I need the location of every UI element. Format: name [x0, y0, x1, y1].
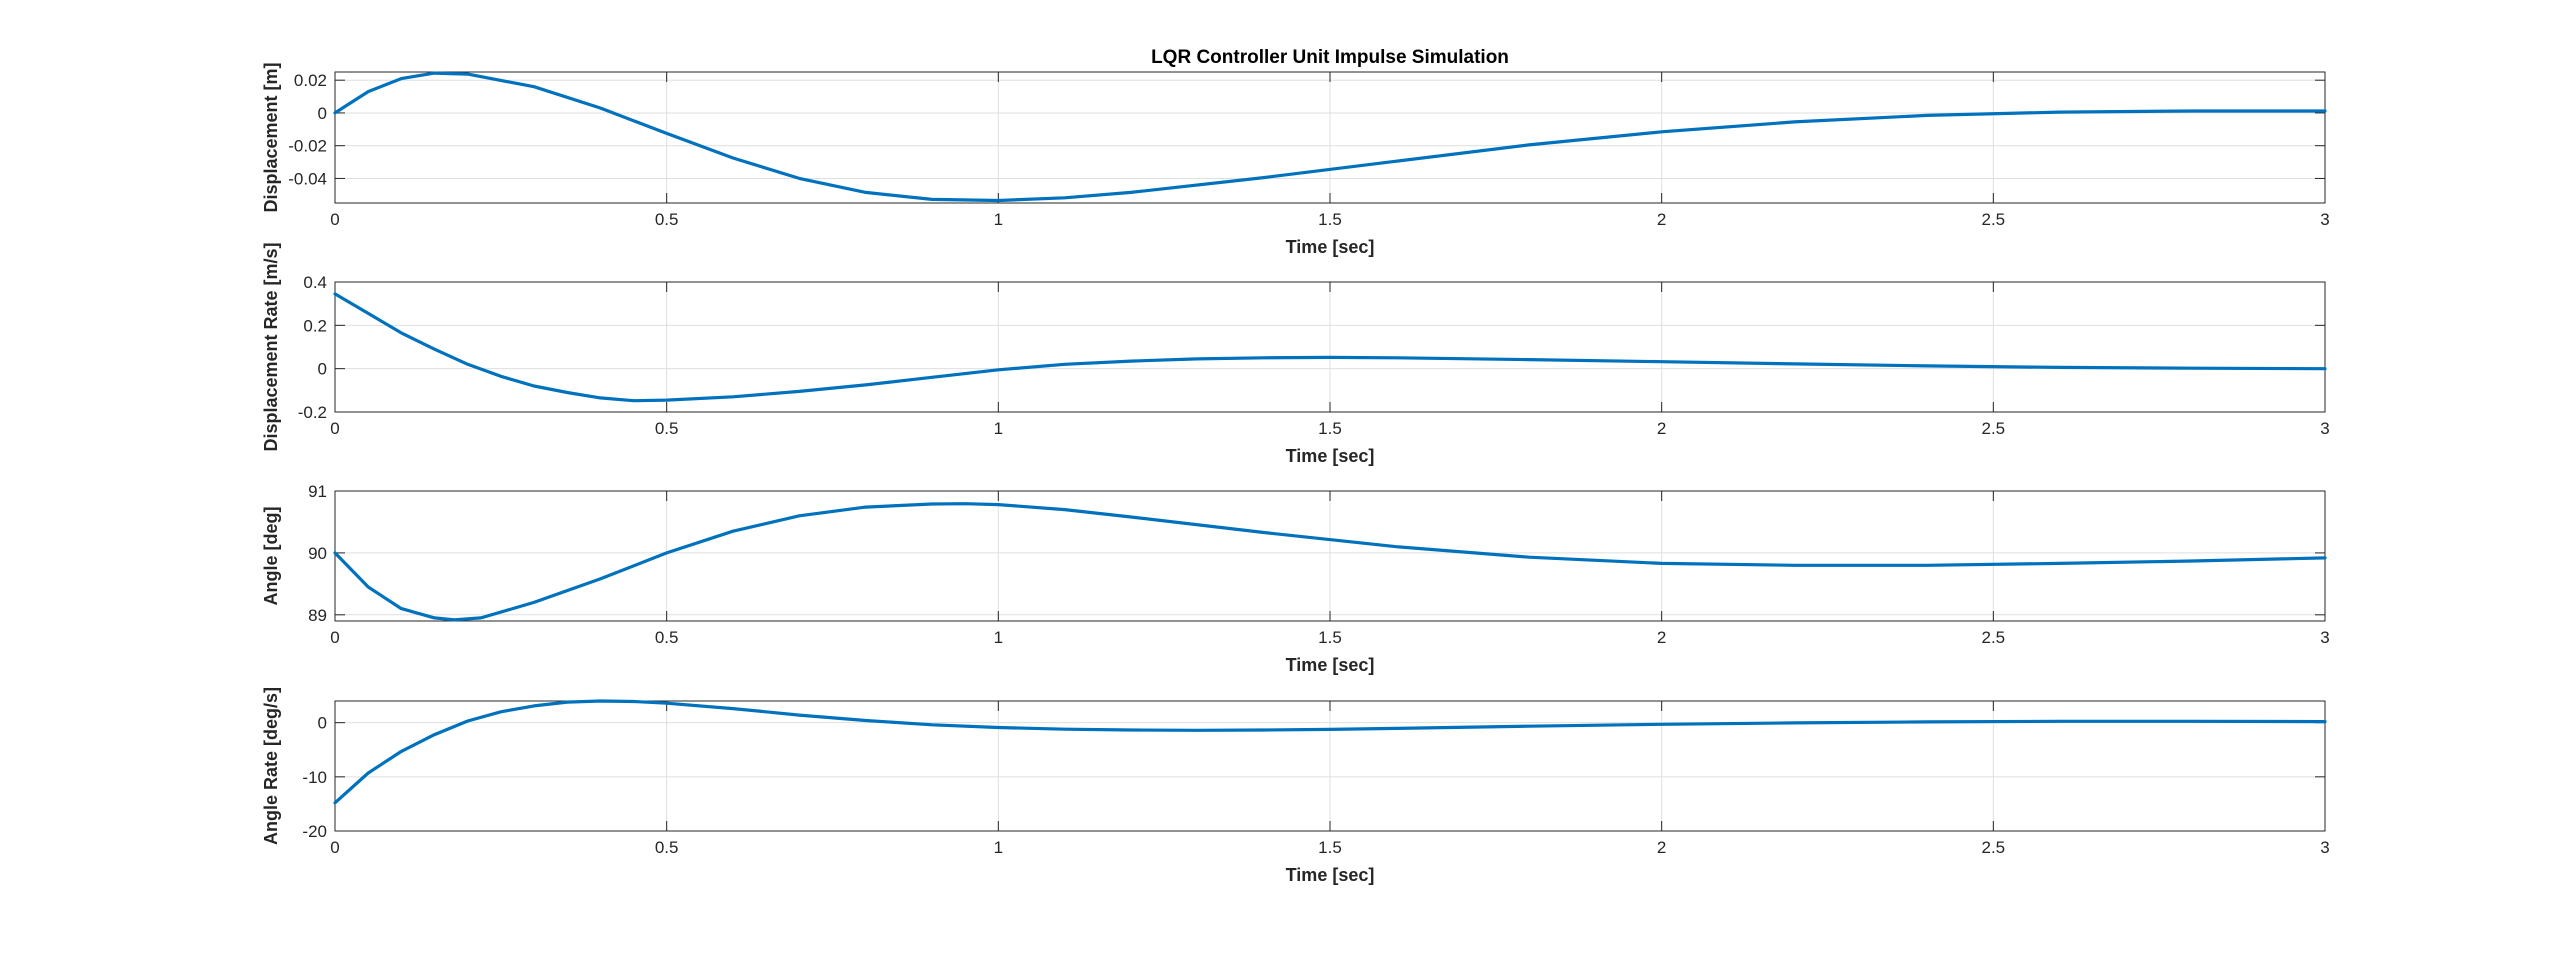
tick-marks	[334, 281, 2326, 413]
x-axis-label: Time [sec]	[1286, 655, 1375, 675]
x-tick-label: 2	[1657, 419, 1666, 438]
x-tick-label: 3	[2320, 419, 2329, 438]
grid-lines	[334, 490, 2326, 621]
x-tick-label: 1	[994, 419, 1003, 438]
y-tick-label: -10	[302, 768, 327, 787]
y-tick-label: 90	[308, 544, 327, 563]
x-tick-labels: 0 0.5 1 1.5 2 2.5 3	[330, 210, 2329, 229]
x-tick-labels: 0 0.5 1 1.5 2 2.5 3	[330, 838, 2329, 857]
subplot-displacement-rate: 0 0.5 1 1.5 2 2.5 3 0.40.20-0.2 Time [sec] Dis…	[261, 242, 2330, 466]
x-tick-labels: 0 0.5 1 1.5 2 2.5 3	[330, 419, 2329, 438]
x-axis-label: Time [sec]	[1286, 237, 1375, 257]
x-tick-label: 2.5	[1982, 838, 2006, 857]
x-tick-label: 3	[2320, 838, 2329, 857]
subplot-angle: 0 0.5 1 1.5 2 2.5 3 91 90 89 Time [sec] Angle [d…	[261, 482, 2330, 675]
y-tick-label: 0	[318, 714, 327, 733]
grid-lines	[334, 72, 2326, 203]
x-tick-label: 2.5	[1982, 628, 2006, 647]
y-tick-label: 89	[308, 606, 327, 625]
y-tick-labels: 0.02 0 -0.02 -0.04	[288, 71, 327, 188]
y-tick-labels: 0 -10 -20	[302, 714, 327, 841]
y-axis-label: Angle [deg]	[261, 507, 281, 606]
y-axis-label: Displacement Rate [m/s]	[261, 242, 281, 451]
x-tick-label: 0.5	[655, 210, 679, 229]
x-tick-label: 0.5	[655, 838, 679, 857]
y-axis-label: Angle Rate [deg/s]	[261, 687, 281, 845]
y-tick-label: -0.02	[288, 137, 327, 156]
y-tick-labels: 0.4 0.2 0 -0.2	[298, 273, 327, 422]
x-tick-label: 1	[994, 838, 1003, 857]
x-tick-label: 0	[330, 838, 339, 857]
x-tick-label: 2.5	[1982, 210, 2006, 229]
x-tick-label: 1	[994, 628, 1003, 647]
series-line-angle-rate	[333, 699, 2327, 805]
x-tick-label: 1	[994, 210, 1003, 229]
x-tick-label: 1.5	[1318, 210, 1342, 229]
x-tick-label: 2.5	[1982, 419, 2006, 438]
chart-title: LQR Controller Unit Impulse Simulation	[1151, 47, 1509, 68]
x-tick-label: 2	[1657, 628, 1666, 647]
x-tick-label: 2	[1657, 838, 1666, 857]
series-line-displacement-rate	[333, 292, 2327, 403]
x-tick-label: 0	[330, 419, 339, 438]
subplot-displacement: 0 0.5 1 1.5 2 2.5 3 0.02 0 -0.02 -0.04 Time [sec]…	[261, 62, 2330, 257]
x-axis-label: Time [sec]	[1286, 865, 1375, 885]
y-tick-label: 0	[318, 360, 327, 379]
x-axis-label: Time [sec]	[1286, 446, 1375, 466]
x-tick-label: 0	[330, 210, 339, 229]
y-tick-label: 0.2	[303, 316, 327, 335]
y-tick-label: -20	[302, 822, 327, 841]
tick-marks	[334, 72, 2326, 203]
series-line-displacement	[333, 71, 2327, 203]
y-tick-label: 0	[318, 104, 327, 123]
x-tick-label: 3	[2320, 210, 2329, 229]
y-tick-label: 0.02	[294, 71, 327, 90]
x-tick-label: 3	[2320, 628, 2329, 647]
series-line-angle	[333, 502, 2327, 622]
x-tick-label: 0.5	[655, 628, 679, 647]
x-tick-label: 1.5	[1318, 838, 1342, 857]
grid-lines	[334, 281, 2326, 413]
y-tick-label: -0.2	[298, 403, 327, 422]
y-tick-labels: 91 90 89	[308, 482, 327, 625]
y-tick-label: -0.04	[288, 169, 327, 188]
x-tick-label: 0.5	[655, 419, 679, 438]
x-tick-label: 2	[1657, 210, 1666, 229]
x-tick-label: 1.5	[1318, 419, 1342, 438]
tick-marks	[334, 701, 2326, 832]
x-tick-labels: 0 0.5 1 1.5 2 2.5 3	[330, 628, 2329, 647]
x-tick-label: 1.5	[1318, 628, 1342, 647]
subplot-angle-rate: 0 0.5 1 1.5 2 2.5 3 0 -10 -20 Time [sec] Angle R…	[261, 687, 2330, 885]
y-axis-label: Displacement [m]	[261, 62, 281, 212]
x-tick-label: 0	[330, 628, 339, 647]
y-tick-label: 91	[308, 482, 327, 501]
y-tick-label: 0.4	[303, 273, 327, 292]
